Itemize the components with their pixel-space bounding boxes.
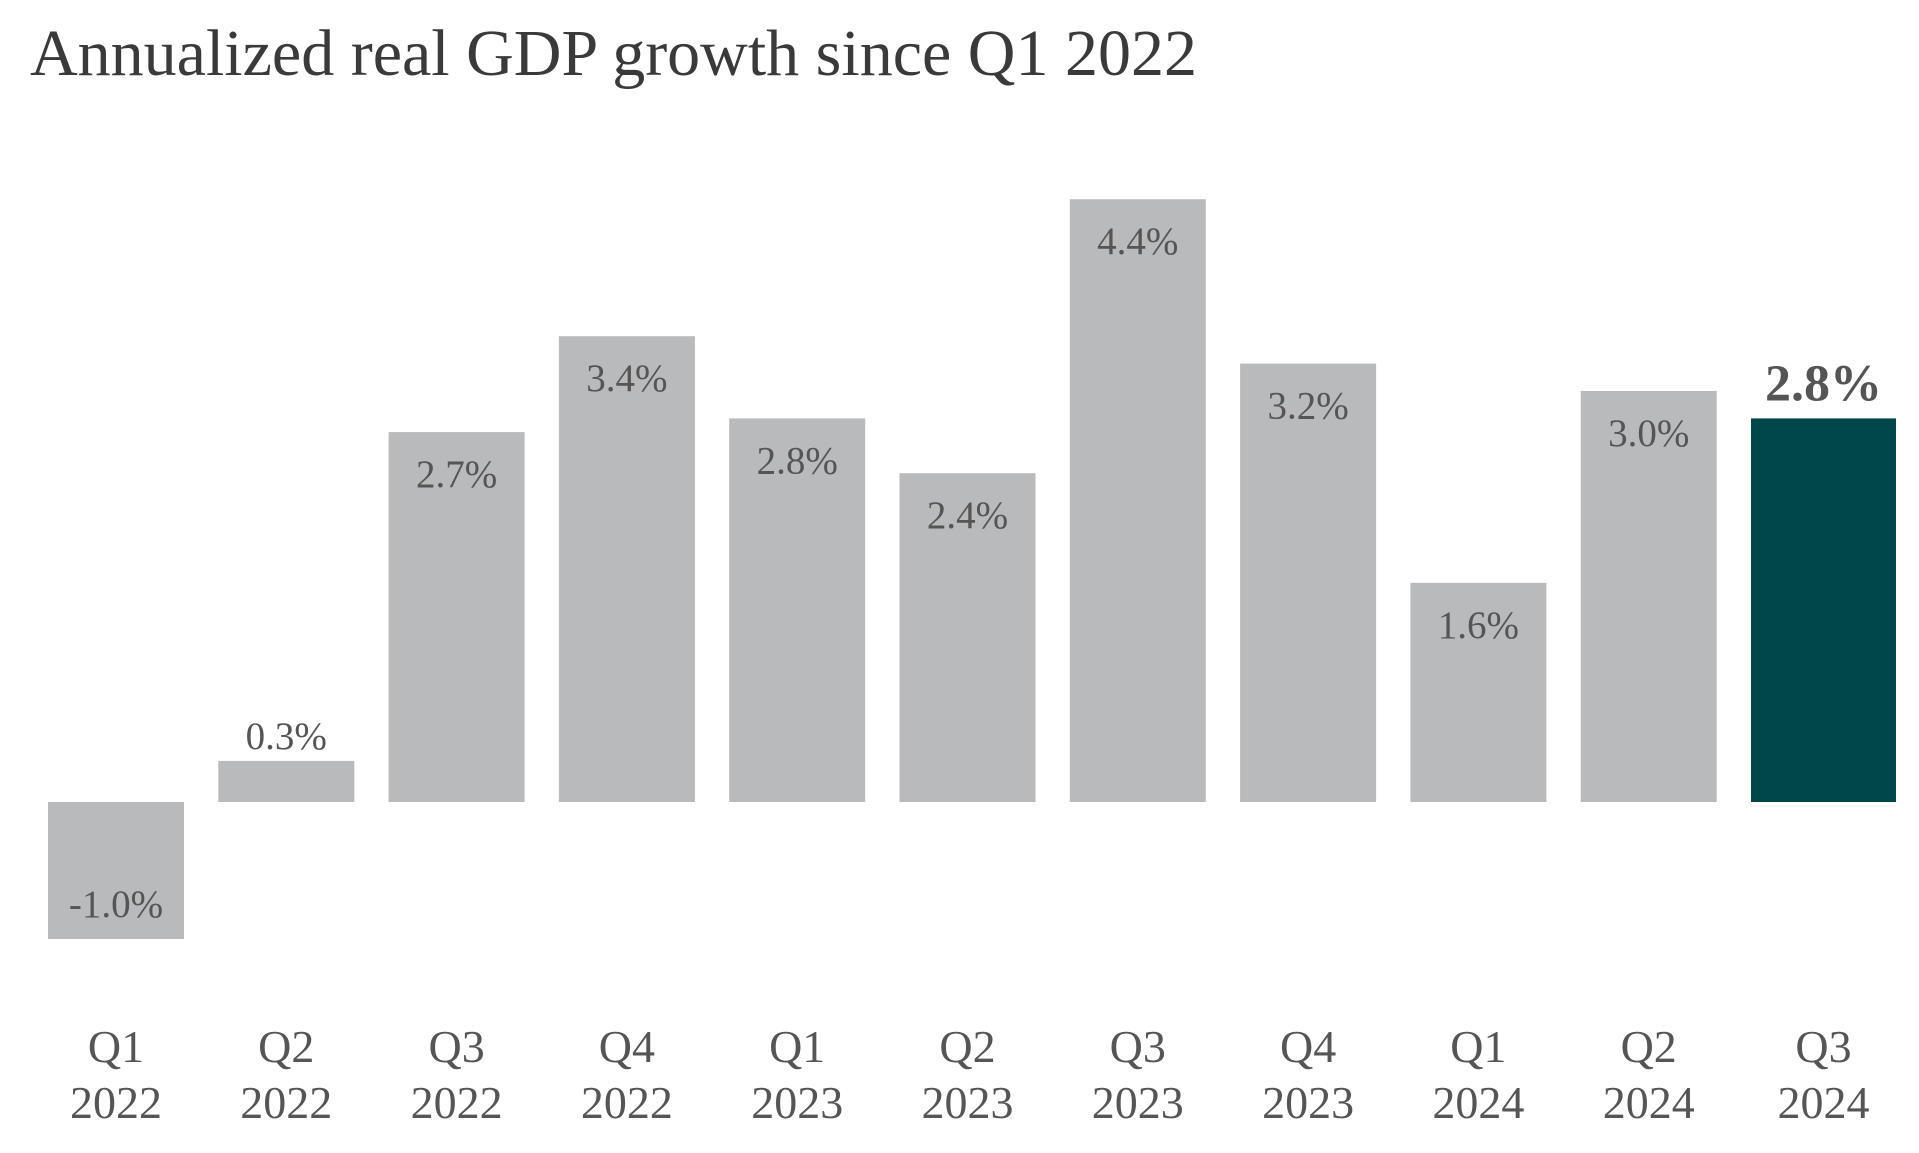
bar-q1-2022 xyxy=(48,802,184,939)
data-label-q2-2022: 0.3% xyxy=(246,715,327,758)
data-label-q2-2023: 2.4% xyxy=(927,494,1008,537)
tick-label-q1-2023: Q1 2023 xyxy=(751,1021,843,1128)
data-label-q2-2024: 3.0% xyxy=(1608,412,1689,455)
tick-label-q3-2024: Q3 2024 xyxy=(1778,1021,1870,1128)
data-label-q1-2024: 1.6% xyxy=(1438,604,1519,647)
tick-label-q1-2024: Q1 2024 xyxy=(1432,1021,1524,1128)
bars-layer xyxy=(48,199,1896,939)
data-label-q3-2024: 2.8% xyxy=(1765,355,1882,412)
bar-q4-2023 xyxy=(1240,363,1377,802)
data-labels-layer: -1.0% 0.3% 2.7% 3.4% 2.8% 2.4% 4.4% 3.2% 1.6% 3.0… xyxy=(69,220,1882,926)
data-label-q1-2022: -1.0% xyxy=(69,883,163,926)
bar-q2-2024 xyxy=(1580,391,1717,802)
tick-label-q4-2023: Q4 2023 xyxy=(1262,1021,1354,1128)
x-axis-tick-labels: Q1 2022 Q2 2022 Q3 2022 Q4 2022 Q1 2023 Q2 2023 Q3 20… xyxy=(70,1021,1870,1128)
bar-q3-2022 xyxy=(388,432,525,802)
tick-label-q2-2022: Q2 2022 xyxy=(240,1021,332,1128)
data-label-q4-2023: 3.2% xyxy=(1267,385,1348,428)
bar-q1-2023 xyxy=(729,418,866,802)
bar-q1-2024 xyxy=(1410,582,1547,802)
bar-q4-2022 xyxy=(558,336,695,802)
bar-q2-2022 xyxy=(218,760,355,802)
bar-q2-2023 xyxy=(899,473,1036,802)
data-label-q1-2023: 2.8% xyxy=(757,439,838,482)
tick-label-q3-2023: Q3 2023 xyxy=(1092,1021,1184,1128)
bar-q3-2024 xyxy=(1751,418,1896,802)
data-label-q3-2022: 2.7% xyxy=(416,453,497,496)
bar-q3-2023 xyxy=(1069,199,1206,802)
tick-label-q1-2022: Q1 2022 xyxy=(70,1021,162,1128)
chart-title: Annualized real GDP growth since Q1 2022 xyxy=(30,17,1197,90)
tick-label-q4-2022: Q4 2022 xyxy=(581,1021,673,1128)
data-label-q4-2022: 3.4% xyxy=(586,357,667,400)
tick-label-q2-2024: Q2 2024 xyxy=(1603,1021,1695,1128)
tick-label-q2-2023: Q2 2023 xyxy=(922,1021,1014,1128)
tick-label-q3-2022: Q3 2022 xyxy=(411,1021,503,1128)
data-label-q3-2023: 4.4% xyxy=(1097,220,1178,263)
